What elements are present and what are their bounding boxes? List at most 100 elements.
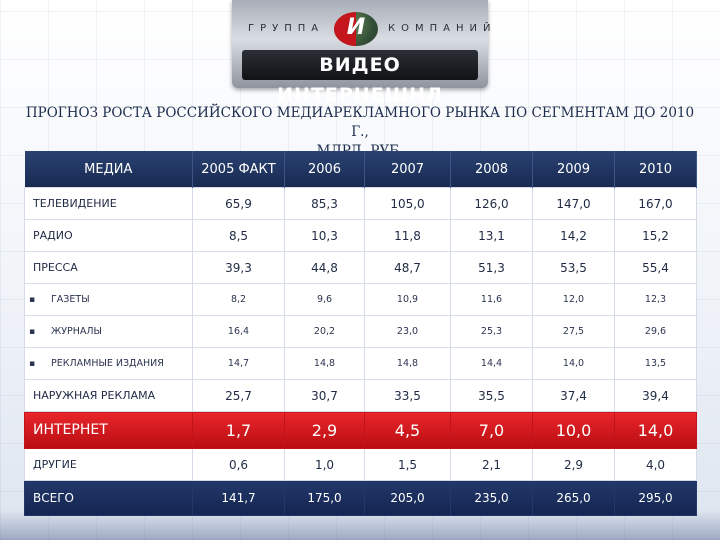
table-cell: 14,8 xyxy=(364,347,451,380)
row-label: ПРЕССА xyxy=(24,251,193,284)
table-cell: 167,0 xyxy=(614,187,697,220)
table-cell: 10,0 xyxy=(532,411,615,449)
row-label-text: ГАЗЕТЫ xyxy=(51,294,90,305)
table-cell: 25,7 xyxy=(192,379,285,412)
table-cell: 1,5 xyxy=(364,448,451,481)
table-cell: 13,5 xyxy=(614,347,697,380)
row-label: ▪ ГАЗЕТЫ xyxy=(24,283,193,316)
table-cell: 8,2 xyxy=(192,283,285,316)
company-logo-icon: И xyxy=(334,12,378,46)
table-row: РАДИО 8,5 10,3 11,8 13,1 14,2 15,2 xyxy=(24,219,697,252)
column-header: 2007 xyxy=(364,151,451,188)
table-header-row: МЕДИА 2005 ФАКТ 2006 2007 2008 2009 2010 xyxy=(24,151,697,188)
table-cell: 10,3 xyxy=(284,219,365,252)
table-cell: 7,0 xyxy=(450,411,533,449)
row-label: ▪ ЖУРНАЛЫ xyxy=(24,315,193,348)
column-header: 2010 xyxy=(614,151,697,188)
table-cell: 48,7 xyxy=(364,251,451,284)
table-row: ПРЕССА 39,3 44,8 48,7 51,3 53,5 55,4 xyxy=(24,251,697,284)
table-cell: 9,6 xyxy=(284,283,365,316)
table-cell: 205,0 xyxy=(364,480,451,516)
table-cell: 0,6 xyxy=(192,448,285,481)
row-label-text: РЕКЛАМНЫЕ ИЗДАНИЯ xyxy=(51,358,164,369)
row-label: ИНТЕРНЕТ xyxy=(24,411,193,449)
table-row: ▪ РЕКЛАМНЫЕ ИЗДАНИЯ 14,7 14,8 14,8 14,4 1… xyxy=(24,347,697,380)
table-cell: 126,0 xyxy=(450,187,533,220)
table-cell: 12,0 xyxy=(532,283,615,316)
table-cell: 13,1 xyxy=(450,219,533,252)
table-cell: 29,6 xyxy=(614,315,697,348)
banner-group-label: ГРУППА xyxy=(248,23,325,34)
table-cell: 14,2 xyxy=(532,219,615,252)
row-label: ▪ РЕКЛАМНЫЕ ИЗДАНИЯ xyxy=(24,347,193,380)
row-label: РАДИО xyxy=(24,219,193,252)
table-cell: 2,9 xyxy=(284,411,365,449)
media-forecast-table: МЕДИА 2005 ФАКТ 2006 2007 2008 2009 2010… xyxy=(24,151,697,516)
table-cell: 1,7 xyxy=(192,411,285,449)
column-header: МЕДИА xyxy=(24,151,193,188)
table-row: ДРУГИЕ 0,6 1,0 1,5 2,1 2,9 4,0 xyxy=(24,448,697,481)
bullet-icon: ▪ xyxy=(29,295,36,305)
table-cell: 27,5 xyxy=(532,315,615,348)
banner-companies-label: КОМПАНИЙ xyxy=(388,23,497,34)
table-cell: 235,0 xyxy=(450,480,533,516)
table-cell: 295,0 xyxy=(614,480,697,516)
table-cell: 10,9 xyxy=(364,283,451,316)
table-cell: 23,0 xyxy=(364,315,451,348)
table-cell: 105,0 xyxy=(364,187,451,220)
table-cell: 12,3 xyxy=(614,283,697,316)
column-header: 2006 xyxy=(284,151,365,188)
table-cell: 14,0 xyxy=(614,411,697,449)
table-row: ▪ ЖУРНАЛЫ 16,4 20,2 23,0 25,3 27,5 29,6 xyxy=(24,315,697,348)
company-banner: ГРУППА КОМПАНИЙ И ВИДЕО ИНТЕРНЕШНЛ xyxy=(232,0,490,106)
table-row: НАРУЖНАЯ РЕКЛАМА 25,7 30,7 33,5 35,5 37,… xyxy=(24,379,697,412)
table-cell: 55,4 xyxy=(614,251,697,284)
table-cell: 14,8 xyxy=(284,347,365,380)
logo-red-half xyxy=(334,12,356,46)
table-cell: 4,0 xyxy=(614,448,697,481)
table-cell: 11,8 xyxy=(364,219,451,252)
table-cell: 20,2 xyxy=(284,315,365,348)
title-line-1: ПРОГНОЗ РОСТА РОССИЙСКОГО МЕДИАРЕКЛАМНОГ… xyxy=(25,105,695,140)
table-cell: 147,0 xyxy=(532,187,615,220)
table-cell: 39,3 xyxy=(192,251,285,284)
total-row: ВСЕГО 141,7 175,0 205,0 235,0 265,0 295,… xyxy=(24,480,697,516)
table-cell: 2,1 xyxy=(450,448,533,481)
bullet-icon: ▪ xyxy=(29,359,36,369)
row-label: ДРУГИЕ xyxy=(24,448,193,481)
table-cell: 14,4 xyxy=(450,347,533,380)
table-row: ТЕЛЕВИДЕНИЕ 65,9 85,3 105,0 126,0 147,0 … xyxy=(24,187,697,220)
table-cell: 53,5 xyxy=(532,251,615,284)
bullet-icon: ▪ xyxy=(29,327,36,337)
table-cell: 33,5 xyxy=(364,379,451,412)
table-cell: 11,6 xyxy=(450,283,533,316)
bottom-decor-band xyxy=(0,510,720,540)
table-cell: 65,9 xyxy=(192,187,285,220)
table-cell: 30,7 xyxy=(284,379,365,412)
table-row: ▪ ГАЗЕТЫ 8,2 9,6 10,9 11,6 12,0 12,3 xyxy=(24,283,697,316)
table-cell: 44,8 xyxy=(284,251,365,284)
table-cell: 265,0 xyxy=(532,480,615,516)
table-cell: 35,5 xyxy=(450,379,533,412)
table-cell: 175,0 xyxy=(284,480,365,516)
table-cell: 14,7 xyxy=(192,347,285,380)
table-cell: 8,5 xyxy=(192,219,285,252)
table-cell: 25,3 xyxy=(450,315,533,348)
column-header: 2005 ФАКТ xyxy=(192,151,285,188)
brand-name: ВИДЕО ИНТЕРНЕШНЛ xyxy=(242,50,478,106)
table-cell: 51,3 xyxy=(450,251,533,284)
row-label: ТЕЛЕВИДЕНИЕ xyxy=(24,187,193,220)
column-header: 2009 xyxy=(532,151,615,188)
internet-highlight-row: ИНТЕРНЕТ 1,7 2,9 4,5 7,0 10,0 14,0 xyxy=(24,411,697,449)
table-cell: 1,0 xyxy=(284,448,365,481)
table-cell: 15,2 xyxy=(614,219,697,252)
table-cell: 4,5 xyxy=(364,411,451,449)
table-cell: 39,4 xyxy=(614,379,697,412)
table-cell: 37,4 xyxy=(532,379,615,412)
banner-top-text: ГРУППА КОМПАНИЙ xyxy=(232,18,490,40)
row-label-text: ЖУРНАЛЫ xyxy=(51,326,102,337)
table-cell: 85,3 xyxy=(284,187,365,220)
column-header: 2008 xyxy=(450,151,533,188)
logo-glyph: И xyxy=(346,15,366,40)
row-label: НАРУЖНАЯ РЕКЛАМА xyxy=(24,379,193,412)
